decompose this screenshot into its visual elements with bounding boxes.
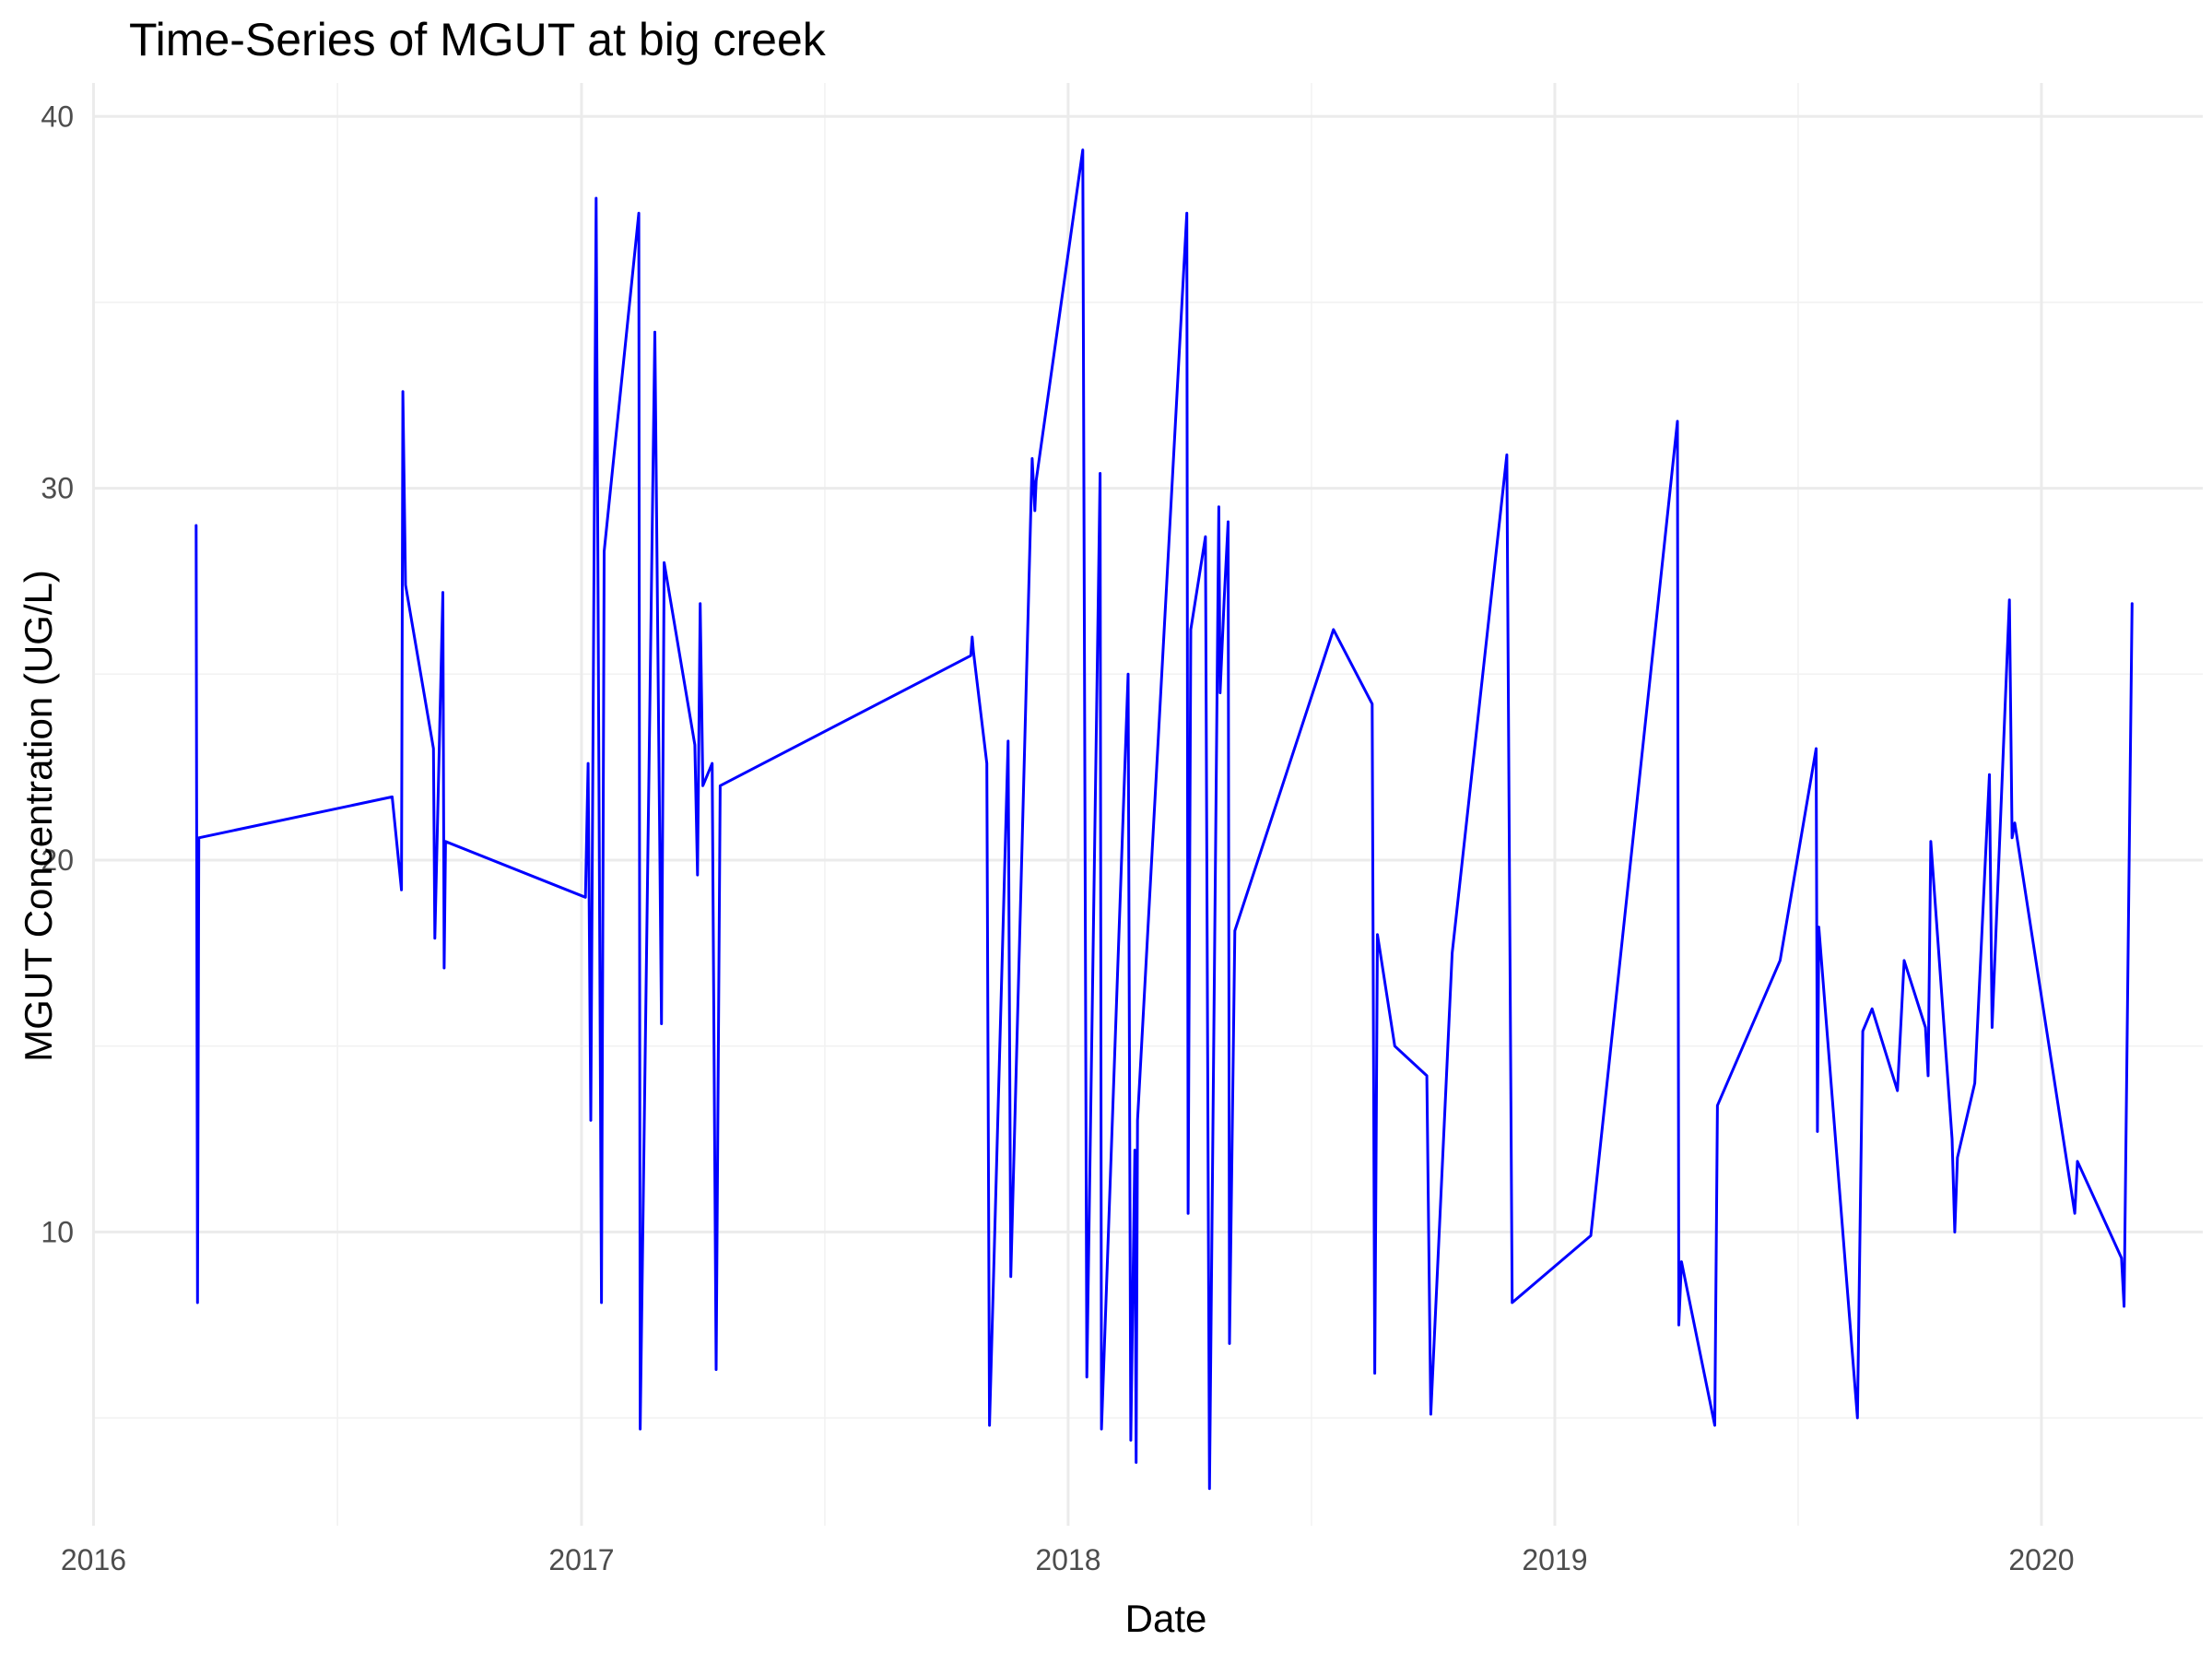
- x-tick-label: 2018: [1035, 1543, 1100, 1576]
- x-axis-label: Date: [1125, 1597, 1207, 1640]
- tick-labels: 2016 2017 2018 2019 2020 10 20 30 40: [41, 100, 2074, 1576]
- chart-title: Time-Series of MGUT at big creek: [129, 14, 827, 65]
- x-tick-label: 2020: [2008, 1543, 2074, 1576]
- y-axis-label: MGUT Concentration (UG/L): [17, 570, 60, 1062]
- y-tick-label: 40: [41, 100, 74, 133]
- series-layer: [194, 148, 2134, 1491]
- x-tick-label: 2019: [1522, 1543, 1587, 1576]
- x-tick-label: 2016: [61, 1543, 126, 1576]
- x-tick-label: 2017: [548, 1543, 614, 1576]
- mgut-series-line: [194, 148, 2134, 1491]
- gridlines: [91, 83, 2203, 1526]
- y-tick-label: 10: [41, 1215, 74, 1248]
- y-tick-label: 30: [41, 472, 74, 505]
- y-tick-label: 20: [41, 844, 74, 877]
